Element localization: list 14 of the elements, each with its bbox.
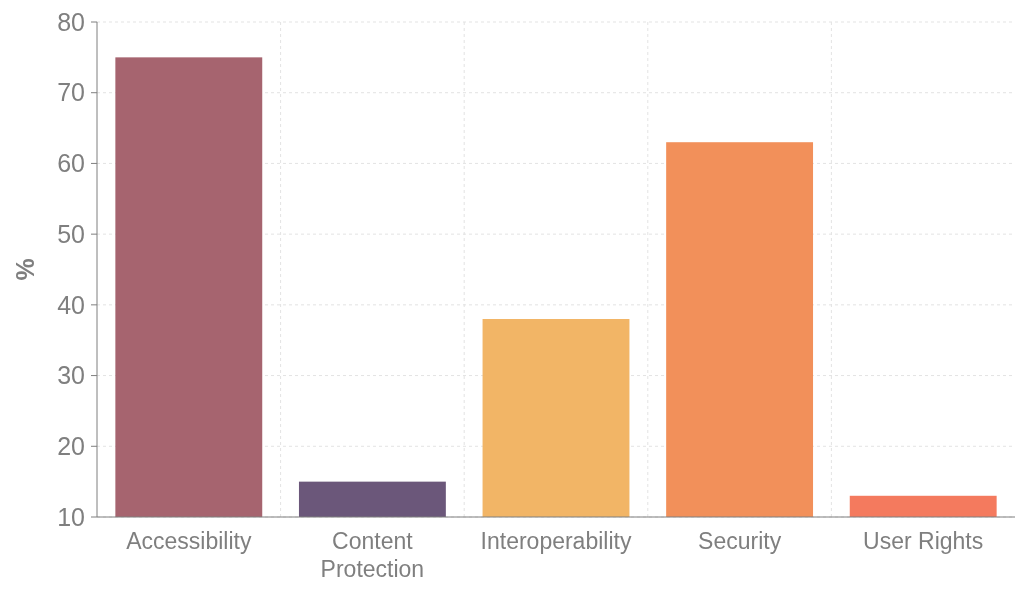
y-axis-title: % <box>11 258 39 281</box>
y-tick-label: 50 <box>57 219 85 248</box>
y-tick-label: 80 <box>57 7 85 36</box>
x-tick-label: Accessibility <box>126 528 252 554</box>
y-tick-label: 20 <box>57 432 85 461</box>
y-tick-label: 70 <box>57 78 85 107</box>
y-tick-label: 10 <box>57 502 85 531</box>
x-tick-label: User Rights <box>863 528 984 554</box>
y-tick-label: 30 <box>57 361 85 390</box>
y-tick-label: 60 <box>57 149 85 178</box>
y-tick-label: 40 <box>57 290 85 319</box>
x-tick-label: Interoperability <box>480 528 632 554</box>
x-tick-label: Content Protection <box>320 528 425 582</box>
x-tick-label: Security <box>698 528 782 554</box>
